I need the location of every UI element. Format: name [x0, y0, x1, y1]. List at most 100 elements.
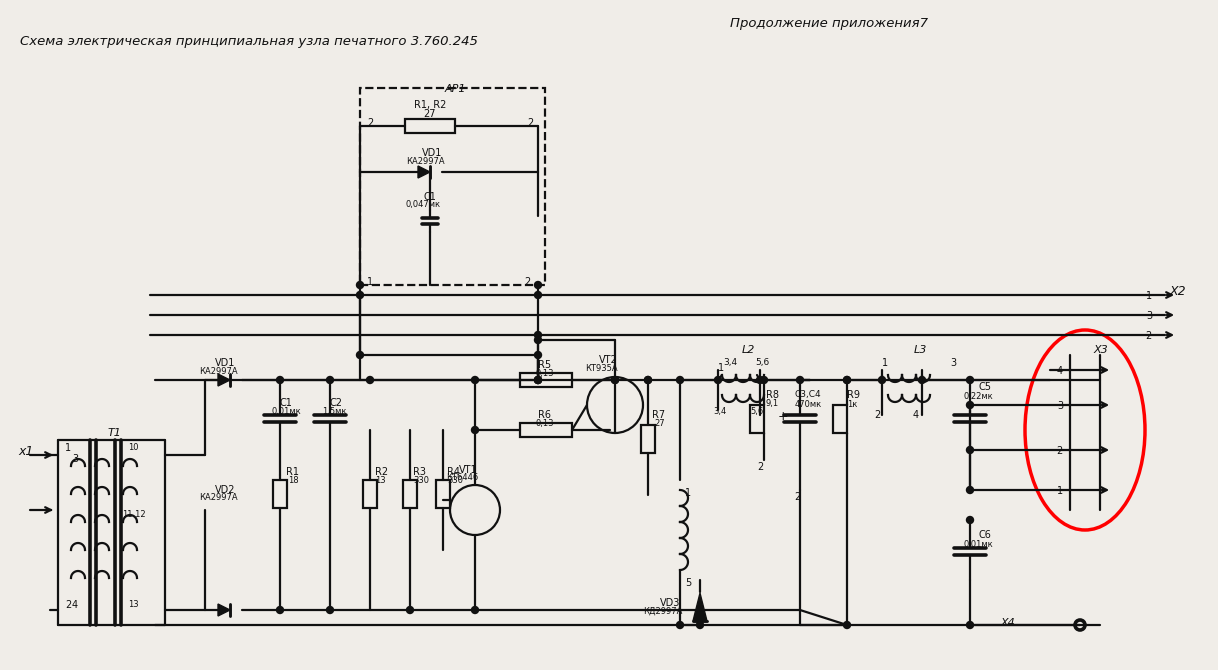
- Text: 4: 4: [914, 410, 920, 420]
- Circle shape: [676, 377, 683, 383]
- Text: AP1: AP1: [445, 84, 465, 94]
- Circle shape: [367, 377, 374, 383]
- Text: VD3: VD3: [660, 598, 680, 608]
- Text: VT1: VT1: [459, 465, 477, 475]
- Text: 2: 2: [65, 600, 71, 610]
- Text: R2: R2: [375, 467, 389, 477]
- Circle shape: [760, 377, 767, 383]
- Circle shape: [535, 291, 542, 299]
- Text: 11.12: 11.12: [122, 510, 146, 519]
- Text: 3: 3: [1057, 401, 1063, 411]
- Text: 10: 10: [128, 443, 139, 452]
- Circle shape: [535, 377, 542, 383]
- Circle shape: [535, 332, 542, 338]
- Text: R1, R2: R1, R2: [414, 100, 446, 110]
- Circle shape: [878, 377, 885, 383]
- Circle shape: [471, 377, 479, 383]
- Bar: [363, 480, 378, 508]
- Circle shape: [276, 377, 284, 383]
- Text: 0,01мк: 0,01мк: [272, 407, 302, 416]
- Bar: [520, 373, 572, 387]
- Bar: [641, 425, 655, 453]
- Circle shape: [715, 377, 721, 383]
- Text: x1: x1: [18, 445, 33, 458]
- Text: 1к: 1к: [847, 400, 857, 409]
- Circle shape: [644, 377, 652, 383]
- Circle shape: [326, 377, 334, 383]
- Circle shape: [535, 377, 542, 383]
- Polygon shape: [218, 604, 230, 616]
- Text: R3: R3: [413, 467, 426, 477]
- Text: 1: 1: [1057, 486, 1063, 496]
- Text: 2: 2: [794, 492, 800, 502]
- Bar: [273, 480, 287, 508]
- Text: C1: C1: [424, 192, 436, 202]
- Circle shape: [967, 486, 973, 494]
- Text: 1: 1: [717, 363, 725, 373]
- Text: X2: X2: [1170, 285, 1186, 298]
- Text: 3,4: 3,4: [713, 407, 726, 416]
- Circle shape: [471, 606, 479, 614]
- Text: 13: 13: [128, 600, 139, 609]
- Text: R5: R5: [538, 360, 552, 370]
- Circle shape: [611, 377, 619, 383]
- Circle shape: [644, 377, 652, 383]
- Bar: [361, 88, 544, 285]
- Text: 330: 330: [447, 476, 463, 485]
- Text: C3,C4: C3,C4: [794, 390, 821, 399]
- Text: 5,6: 5,6: [755, 358, 770, 367]
- Text: C1: C1: [280, 398, 292, 408]
- Circle shape: [697, 622, 704, 628]
- Text: T1: T1: [108, 428, 122, 438]
- Bar: [833, 405, 847, 433]
- Text: C2: C2: [330, 398, 343, 408]
- Circle shape: [844, 377, 850, 383]
- Text: КТ935А: КТ935А: [585, 364, 618, 373]
- Text: VD1: VD1: [421, 148, 442, 158]
- Text: VD1: VD1: [214, 358, 235, 368]
- Circle shape: [535, 336, 542, 344]
- Text: 18: 18: [287, 476, 298, 485]
- Text: 330: 330: [413, 476, 429, 485]
- Text: 0,13: 0,13: [536, 369, 554, 378]
- Circle shape: [967, 446, 973, 454]
- Circle shape: [797, 377, 804, 383]
- Polygon shape: [418, 166, 430, 178]
- Text: C6: C6: [978, 530, 991, 540]
- Text: 1: 1: [367, 277, 373, 287]
- Circle shape: [535, 377, 542, 383]
- Bar: [520, 423, 572, 437]
- Text: L3: L3: [914, 345, 927, 355]
- Text: L2: L2: [742, 345, 755, 355]
- Circle shape: [967, 401, 973, 409]
- Text: 2: 2: [758, 462, 764, 472]
- Text: Схема электрическая принципиальная узла печатного 3.760.245: Схема электрическая принципиальная узла …: [19, 35, 477, 48]
- Text: R9: R9: [847, 390, 860, 400]
- Text: X4: X4: [1000, 618, 1015, 628]
- Text: 27: 27: [654, 419, 665, 428]
- Text: 1: 1: [685, 488, 691, 498]
- Circle shape: [967, 517, 973, 523]
- Circle shape: [535, 281, 542, 289]
- Text: 0,01мк: 0,01мк: [963, 540, 993, 549]
- Text: 0,22мк: 0,22мк: [963, 392, 993, 401]
- Text: X3: X3: [1093, 345, 1107, 355]
- Text: 4: 4: [1057, 366, 1063, 376]
- Circle shape: [676, 622, 683, 628]
- Text: C5: C5: [978, 382, 991, 392]
- Circle shape: [471, 427, 479, 433]
- Bar: [403, 480, 417, 508]
- Text: 3,4: 3,4: [723, 358, 737, 367]
- Text: R7: R7: [652, 410, 665, 420]
- Circle shape: [535, 352, 542, 358]
- Text: R4: R4: [447, 467, 460, 477]
- Text: 1: 1: [65, 443, 71, 453]
- Circle shape: [756, 377, 764, 383]
- Text: КА2997А: КА2997А: [199, 367, 238, 376]
- Polygon shape: [218, 374, 230, 386]
- Text: 1: 1: [882, 358, 888, 368]
- Polygon shape: [693, 593, 706, 621]
- Text: 5: 5: [685, 578, 692, 588]
- Text: +: +: [778, 410, 788, 423]
- Bar: [436, 480, 449, 508]
